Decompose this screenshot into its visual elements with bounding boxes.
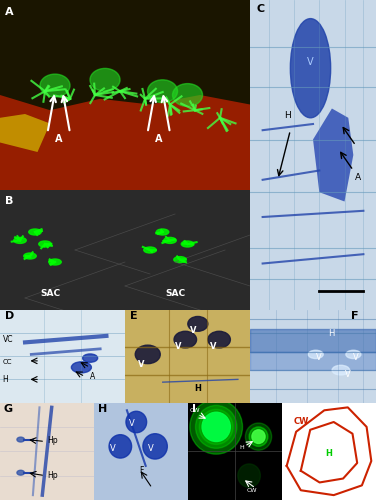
- Text: SAC: SAC: [165, 288, 185, 298]
- Ellipse shape: [71, 362, 91, 373]
- Circle shape: [202, 412, 230, 442]
- Circle shape: [90, 68, 120, 91]
- Circle shape: [173, 84, 203, 106]
- Text: I: I: [192, 404, 196, 414]
- Text: H: H: [194, 384, 201, 394]
- Ellipse shape: [17, 470, 24, 475]
- Circle shape: [147, 80, 177, 102]
- Text: V: V: [316, 353, 321, 362]
- Circle shape: [49, 259, 61, 265]
- Circle shape: [174, 256, 186, 262]
- Circle shape: [144, 247, 156, 253]
- Text: G: G: [4, 404, 13, 414]
- Text: D: D: [5, 311, 14, 322]
- Circle shape: [14, 238, 26, 244]
- Circle shape: [109, 434, 132, 458]
- Ellipse shape: [83, 354, 98, 362]
- Circle shape: [196, 406, 237, 448]
- Text: E: E: [130, 311, 138, 322]
- Text: H: H: [240, 446, 244, 450]
- Text: A: A: [5, 7, 14, 17]
- Circle shape: [238, 464, 260, 487]
- Circle shape: [181, 241, 194, 247]
- Text: CW: CW: [190, 408, 200, 413]
- Ellipse shape: [346, 350, 361, 358]
- Text: CC: CC: [3, 358, 12, 364]
- Text: F: F: [139, 466, 144, 474]
- Circle shape: [199, 410, 233, 444]
- Text: H: H: [328, 329, 335, 338]
- Ellipse shape: [332, 366, 350, 375]
- Text: V: V: [147, 444, 153, 453]
- Circle shape: [143, 434, 167, 459]
- Text: B: B: [5, 196, 14, 206]
- Text: V: V: [345, 370, 350, 378]
- Text: V: V: [129, 419, 135, 428]
- Text: V: V: [175, 342, 182, 351]
- Circle shape: [135, 345, 160, 364]
- Polygon shape: [0, 95, 250, 190]
- Text: CW: CW: [293, 417, 309, 426]
- Text: SAC: SAC: [40, 288, 60, 298]
- Circle shape: [24, 253, 36, 259]
- Ellipse shape: [17, 437, 24, 442]
- Text: C: C: [256, 4, 264, 15]
- Text: H: H: [285, 111, 291, 120]
- Text: V: V: [190, 326, 197, 335]
- Text: Hp: Hp: [47, 470, 58, 480]
- Text: A: A: [90, 372, 96, 382]
- Text: F: F: [351, 311, 358, 322]
- Circle shape: [126, 412, 147, 432]
- Text: A: A: [55, 134, 62, 144]
- Text: V: V: [138, 360, 144, 370]
- Circle shape: [29, 229, 41, 235]
- Circle shape: [245, 423, 271, 450]
- Circle shape: [40, 74, 70, 97]
- Circle shape: [252, 430, 265, 444]
- Text: V: V: [210, 342, 217, 351]
- Text: H: H: [326, 449, 332, 458]
- Text: A: A: [355, 173, 361, 182]
- Circle shape: [188, 316, 208, 332]
- Circle shape: [190, 400, 243, 454]
- Text: V: V: [307, 57, 314, 67]
- Polygon shape: [313, 108, 353, 202]
- Text: Hp: Hp: [47, 436, 58, 446]
- Circle shape: [174, 332, 197, 348]
- Polygon shape: [0, 114, 50, 152]
- Text: CW: CW: [246, 488, 257, 493]
- Ellipse shape: [308, 350, 323, 358]
- Circle shape: [208, 332, 230, 348]
- Text: VC: VC: [3, 336, 13, 344]
- Text: H: H: [3, 375, 8, 384]
- Text: H: H: [98, 404, 107, 414]
- Circle shape: [249, 427, 268, 446]
- Text: V: V: [110, 444, 116, 453]
- Circle shape: [156, 229, 169, 235]
- Text: V: V: [353, 353, 359, 362]
- Circle shape: [164, 238, 176, 244]
- Circle shape: [290, 18, 331, 118]
- Text: A: A: [155, 134, 162, 144]
- Circle shape: [39, 241, 51, 247]
